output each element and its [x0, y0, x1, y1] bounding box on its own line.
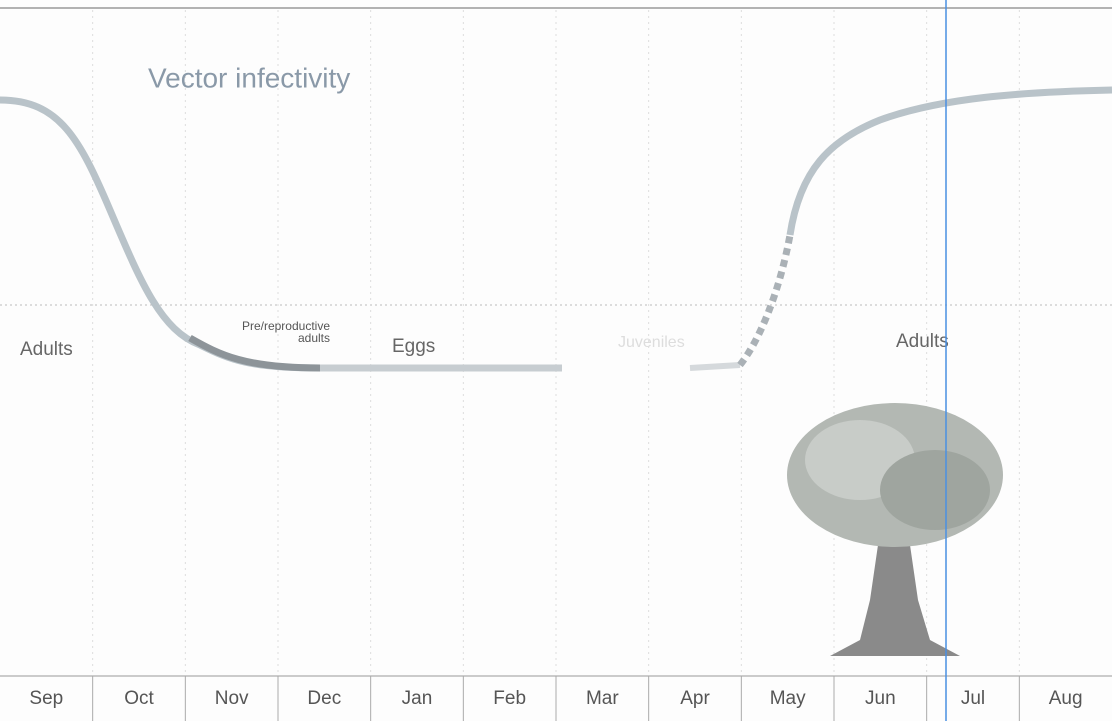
- infectivity-juvenile: [690, 365, 740, 368]
- month-label: Nov: [215, 688, 249, 709]
- background: [0, 0, 1112, 721]
- month-label: Aug: [1049, 688, 1083, 709]
- stage-label: adults: [298, 331, 330, 345]
- stage-label: Adults: [20, 339, 73, 360]
- stage-label: Eggs: [392, 336, 435, 357]
- month-label: May: [770, 688, 806, 709]
- month-label: Dec: [307, 688, 341, 709]
- month-label: Jun: [865, 688, 896, 709]
- month-label: Jul: [961, 688, 985, 709]
- month-label: Oct: [124, 688, 154, 709]
- page: {"title": "Vector infectivity", "stages"…: [0, 0, 1112, 721]
- stage-label: Adults: [896, 331, 949, 352]
- title: Vector infectivity: [148, 62, 350, 93]
- stage-label: Juveniles: [618, 334, 685, 351]
- month-label: Apr: [680, 688, 710, 709]
- month-label: Feb: [493, 688, 526, 709]
- figure: Vector infectivity Adults Pre/reproducti…: [0, 0, 1112, 721]
- month-label: Sep: [29, 688, 63, 709]
- month-label: Jan: [402, 688, 433, 709]
- month-label: Mar: [586, 688, 619, 709]
